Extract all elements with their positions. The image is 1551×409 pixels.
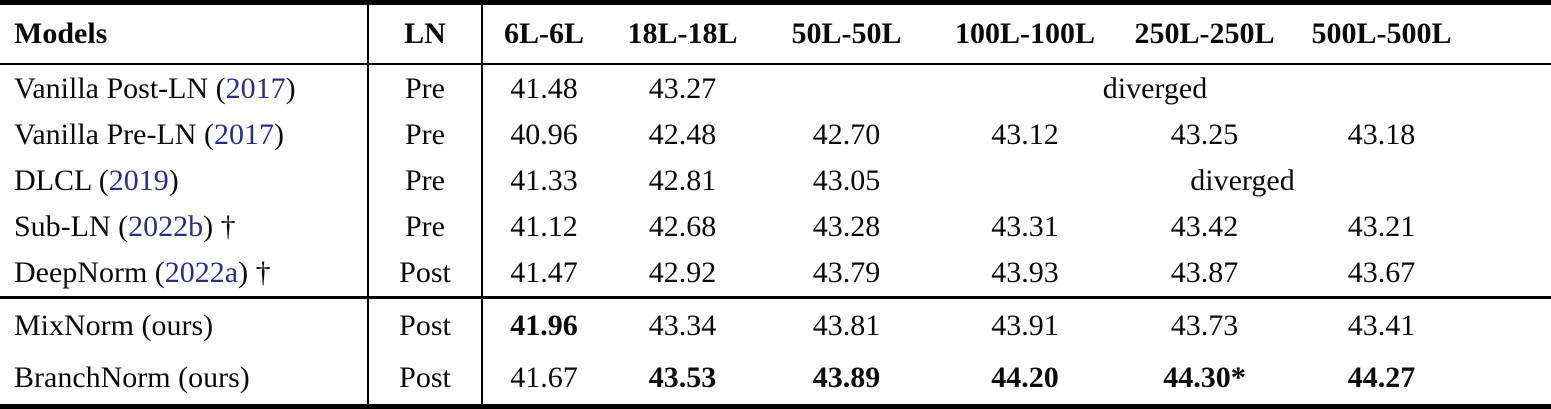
value-cell: 43.73 — [1170, 309, 1239, 342]
citation-link[interactable]: 2022b — [128, 210, 204, 243]
value-cell: 40.96 — [510, 118, 578, 151]
header-scale-250l-250l: 250L-250L — [1134, 17, 1275, 50]
value-cell: 43.91 — [991, 309, 1059, 342]
model-name-text: Vanilla Pre-LN ( — [14, 118, 214, 151]
model-name-text: DLCL ( — [14, 164, 109, 197]
citation-link[interactable]: 2017 — [213, 118, 274, 151]
value-cell: 43.42 — [1170, 210, 1239, 243]
value-cell: 43.89 — [812, 361, 881, 394]
diverged-cell: diverged — [1190, 164, 1295, 197]
model-name-text: DeepNorm ( — [14, 256, 165, 289]
model-cell: MixNorm (ours) — [0, 300, 368, 352]
value-cell: 41.96 — [510, 309, 578, 342]
value-cell: 43.31 — [991, 210, 1059, 243]
model-name-text: MixNorm (ours) — [14, 309, 214, 342]
value-cell: 43.41 — [1347, 309, 1416, 342]
model-name-suffix: ) † — [203, 210, 236, 243]
column-divider-ln-data — [481, 5, 483, 404]
model-name-suffix: ) — [285, 72, 296, 105]
model-name-suffix: ) — [168, 164, 179, 197]
value-cell: 43.12 — [991, 118, 1059, 151]
section-rule — [0, 296, 1551, 299]
ln-cell: Pre — [405, 210, 445, 243]
value-cell: 41.33 — [510, 164, 578, 197]
ln-cell: Pre — [405, 164, 445, 197]
value-cell: 43.28 — [812, 210, 881, 243]
top-rule — [0, 0, 1551, 5]
value-cell: 42.92 — [648, 256, 717, 289]
value-cell: 43.05 — [812, 164, 881, 197]
model-cell: DeepNorm (2022a) † — [0, 250, 368, 296]
header-scale-6l-6l: 6L-6L — [503, 17, 584, 50]
value-cell: 43.81 — [812, 309, 881, 342]
baseline-rows-section: Vanilla Post-LN (2017) Pre 41.48 43.27 diver… — [0, 66, 1551, 296]
ln-cell: Post — [399, 309, 451, 342]
model-name-text: Sub-LN ( — [14, 210, 129, 243]
header-scale-500l-500l: 500L-500L — [1311, 17, 1452, 50]
value-cell: 42.81 — [648, 164, 717, 197]
value-cell: 43.18 — [1347, 118, 1416, 151]
ln-cell: Post — [399, 256, 451, 289]
model-cell: Vanilla Post-LN (2017) — [0, 66, 368, 112]
value-cell: 43.79 — [812, 256, 881, 289]
value-cell: 42.68 — [648, 210, 717, 243]
value-cell: 41.48 — [510, 72, 578, 105]
bottom-rule — [0, 404, 1551, 409]
value-cell: 43.25 — [1170, 118, 1239, 151]
value-cell: 42.48 — [648, 118, 717, 151]
value-cell: 43.93 — [991, 256, 1059, 289]
value-cell: 43.53 — [648, 361, 717, 394]
model-cell: Sub-LN (2022b) † — [0, 204, 368, 250]
header-scale-100l-100l: 100L-100L — [954, 17, 1095, 50]
header-models: Models — [14, 17, 108, 50]
header-ln: LN — [404, 17, 446, 50]
value-cell: 43.67 — [1347, 256, 1416, 289]
value-cell: 41.47 — [510, 256, 578, 289]
value-cell: 44.20 — [991, 361, 1059, 394]
value-cell: 41.12 — [510, 210, 578, 243]
model-cell: Vanilla Pre-LN (2017) — [0, 112, 368, 158]
value-cell: 44.27 — [1347, 361, 1416, 394]
diverged-cell: diverged — [1102, 72, 1208, 105]
value-cell: 41.67 — [510, 361, 578, 394]
citation-link[interactable]: 2017 — [225, 72, 286, 105]
citation-link[interactable]: 2022a — [164, 256, 239, 289]
table-header-row: Models LN 6L-6L 18L-18L 50L-50L 100L-100L 25… — [0, 5, 1551, 63]
model-name-text: Vanilla Post-LN ( — [14, 72, 226, 105]
value-cell: 42.70 — [812, 118, 881, 151]
value-cell: 44.30* — [1163, 361, 1246, 394]
value-cell: 43.87 — [1170, 256, 1239, 289]
column-divider-models-ln — [367, 5, 369, 404]
value-cell: 43.34 — [648, 309, 717, 342]
ln-cell: Pre — [405, 72, 445, 105]
header-scale-50l-50l: 50L-50L — [791, 17, 902, 50]
ln-cell: Post — [399, 361, 451, 394]
model-name-suffix: ) — [273, 118, 284, 151]
model-name-suffix: ) † — [238, 256, 271, 289]
value-cell: 43.27 — [648, 72, 717, 105]
header-rule — [0, 63, 1551, 65]
ln-cell: Pre — [405, 118, 445, 151]
model-name-text: BranchNorm (ours) — [14, 361, 250, 394]
header-scale-18l-18l: 18L-18L — [627, 17, 738, 50]
model-cell: BranchNorm (ours) — [0, 352, 368, 404]
citation-link[interactable]: 2019 — [108, 164, 169, 197]
ours-rows-section: MixNorm (ours) Post 41.96 43.34 43.81 43.91 43… — [0, 300, 1551, 404]
value-cell: 43.21 — [1347, 210, 1416, 243]
model-cell: DLCL (2019) — [0, 158, 368, 204]
